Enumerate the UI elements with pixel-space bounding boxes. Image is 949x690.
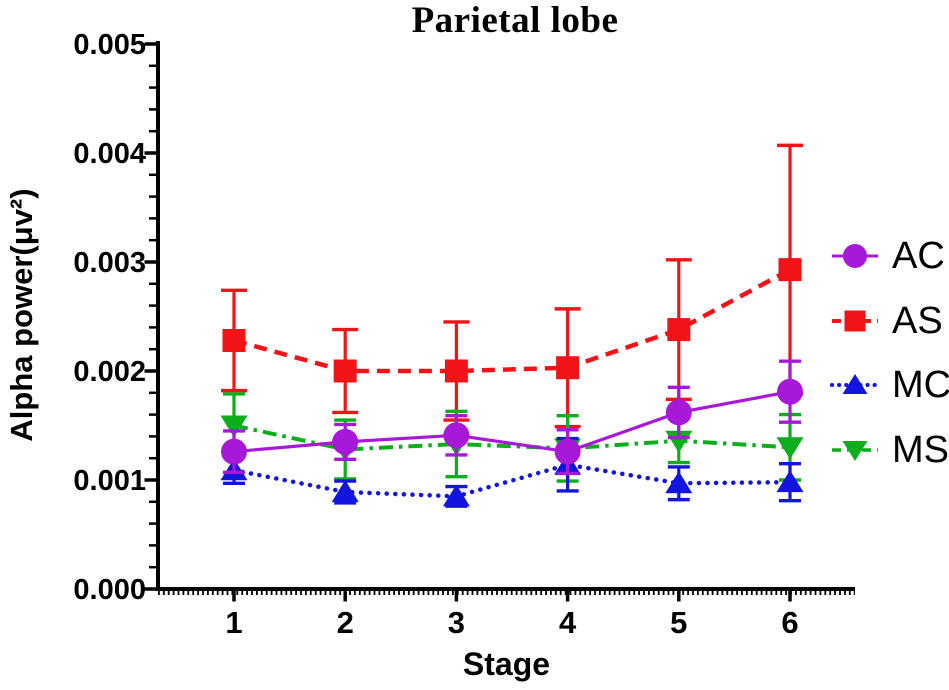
marker-AC-stage-2 [332, 428, 359, 455]
legend-label-AS: AS [892, 299, 943, 342]
marker-AS-stage-1 [222, 328, 246, 352]
series-AC [221, 359, 803, 476]
x-tick-label: 5 [670, 605, 687, 640]
y-tick-label: 0.002 [73, 356, 146, 388]
series-MC [220, 436, 804, 508]
legend-marker [842, 440, 868, 461]
axes [156, 41, 855, 596]
marker-AS-stage-5 [667, 318, 691, 342]
marker-AS-stage-3 [444, 359, 468, 383]
marker-AC-stage-1 [221, 438, 247, 465]
marker-AS-stage-6 [778, 258, 802, 282]
x-tick-label: 2 [337, 605, 354, 640]
marker-MC-stage-5 [665, 471, 693, 494]
y-tick-label: 0.005 [73, 29, 146, 61]
legend-item-MS: MS [830, 418, 949, 483]
y-tick-label: 0.000 [73, 574, 146, 606]
marker-MC-stage-3 [442, 484, 470, 507]
series-line-AS [233, 267, 792, 374]
legend-item-MC: MC [830, 353, 949, 418]
series-AS [221, 143, 803, 429]
marker-AC-stage-5 [665, 399, 692, 426]
legend-marker [843, 244, 867, 269]
marker-AS-stage-2 [333, 359, 357, 383]
legend-label-MS: MS [892, 428, 949, 471]
series-line-MS [233, 423, 791, 452]
marker-MC-stage-6 [776, 470, 804, 493]
chart-title: Parietal lobe [411, 0, 619, 41]
triangle-down-dash-dot-legend-key-icon [832, 440, 878, 461]
y-tick-label: 0.003 [73, 247, 146, 279]
legend-item-AS: AS [830, 289, 949, 354]
legend-item-AC: AC [830, 224, 949, 289]
x-tick-label: 4 [559, 605, 577, 640]
legend: AC AS MC MS [830, 224, 949, 482]
circle-solid-legend-key-icon [832, 244, 878, 269]
marker-AS-stage-4 [556, 356, 580, 380]
y-tick-label: 0.001 [73, 465, 146, 497]
y-tick-label: 0.004 [73, 138, 146, 170]
series-line-AC [233, 390, 791, 454]
x-axis-ticks: 1 2 3 4 5 6 [225, 591, 799, 640]
marker-MS-stage-1 [220, 415, 248, 438]
marker-AC-stage-6 [777, 378, 803, 405]
series-line-MC [231, 462, 793, 499]
legend-label-MC: MC [892, 364, 949, 407]
x-tick-label: 1 [225, 605, 242, 640]
marker-MC-stage-2 [331, 479, 359, 502]
y-axis-ticks [144, 42, 156, 591]
x-axis-title: Stage [462, 646, 551, 682]
marker-AC-stage-4 [554, 438, 581, 465]
square-dashed-legend-key-icon [832, 310, 878, 332]
marker-MS-stage-6 [776, 437, 804, 460]
legend-marker [842, 374, 868, 395]
legend-marker [844, 310, 866, 332]
x-tick-label: 3 [448, 605, 465, 640]
marker-AC-stage-3 [443, 422, 470, 449]
y-tick-labels: 0.000 0.001 0.002 0.003 0.004 0.005 [73, 29, 146, 606]
triangle-up-dotted-legend-key-icon [830, 374, 880, 395]
legend-label-AC: AC [892, 235, 945, 278]
x-tick-label: 6 [781, 605, 798, 640]
